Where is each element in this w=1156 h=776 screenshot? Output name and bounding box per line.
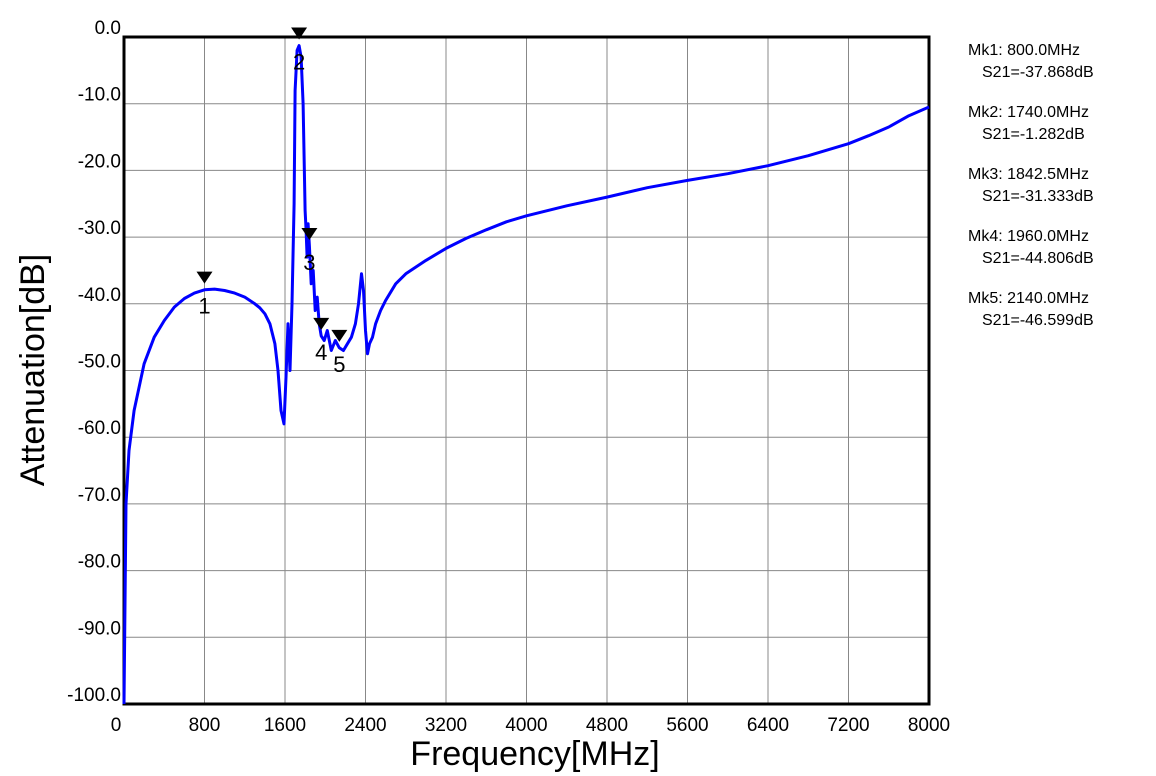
- marker-5-label: 5: [333, 352, 345, 377]
- legend-mk4-value: S21=-44.806dB: [982, 250, 1094, 267]
- y-axis-title: Attenuation[dB]: [14, 254, 52, 487]
- marker-3-label: 3: [303, 250, 315, 275]
- grid-lines: [124, 37, 929, 704]
- x-tick-label: 8000: [908, 715, 950, 736]
- y-tick-label: -50.0: [78, 352, 121, 373]
- x-tick-label: 5600: [666, 715, 708, 736]
- x-tick-label: 0: [111, 715, 122, 736]
- marker-1-label: 1: [198, 294, 210, 319]
- legend-entry-mk2: Mk2: 1740.0MHz S21=-1.282dB: [968, 102, 1094, 146]
- legend-mk2-value: S21=-1.282dB: [982, 126, 1085, 143]
- y-tick-label: -100.0: [67, 685, 121, 706]
- x-tick-labels: 0 800 1600 2400 3200 4000 4800 5600 6400 7200 8000: [111, 715, 950, 736]
- y-tick-label: -70.0: [78, 485, 121, 506]
- legend-entry-mk5: Mk5: 2140.0MHz S21=-46.599dB: [968, 288, 1094, 332]
- plot-frame: [122, 35, 931, 706]
- legend-mk1-frequency: Mk1: 800.0MHz: [968, 42, 1081, 59]
- marker-4-label: 4: [315, 340, 327, 365]
- y-tick-label: -20.0: [78, 151, 121, 172]
- series-layer: [122, 44, 930, 705]
- x-tick-label: 1600: [264, 715, 306, 736]
- y-tick-label: -40.0: [78, 285, 121, 306]
- series-line-1: [122, 44, 930, 705]
- marker-legend: Mk1: 800.0MHz S21=-37.868dB Mk2: 1740.0M…: [968, 40, 1094, 350]
- marker-3-triangle: [301, 227, 318, 240]
- x-tick-label: 4800: [586, 715, 628, 736]
- x-tick-label: 6400: [747, 715, 789, 736]
- y-tick-label: -30.0: [78, 218, 121, 239]
- y-tick-labels: 0.0 -10.0 -20.0 -30.0 -40.0 -50.0 -60.0 -70.0 -8…: [67, 18, 121, 706]
- legend-mk5-value: S21=-46.599dB: [982, 312, 1094, 329]
- marker-5-triangle: [331, 329, 348, 342]
- legend-mk3-value: S21=-31.333dB: [982, 188, 1094, 205]
- legend-mk1-value: S21=-37.868dB: [982, 64, 1094, 81]
- legend-mk5-frequency: Mk5: 2140.0MHz: [968, 290, 1089, 307]
- marker-2-label: 2: [293, 50, 305, 75]
- y-tick-label: 0.0: [95, 18, 121, 39]
- y-tick-label: -90.0: [78, 618, 121, 639]
- legend-mk2-frequency: Mk2: 1740.0MHz: [968, 104, 1089, 121]
- x-tick-label: 4000: [505, 715, 547, 736]
- x-tick-label: 800: [189, 715, 221, 736]
- y-tick-label: -80.0: [78, 552, 121, 573]
- marker-1-triangle: [196, 271, 213, 284]
- y-tick-label: -10.0: [78, 85, 121, 106]
- x-axis-title: Frequency[MHz]: [410, 735, 659, 773]
- legend-mk4-frequency: Mk4: 1960.0MHz: [968, 228, 1089, 245]
- legend-entry-mk3: Mk3: 1842.5MHz S21=-31.333dB: [968, 164, 1094, 208]
- legend-mk3-frequency: Mk3: 1842.5MHz: [968, 166, 1089, 183]
- x-tick-label: 2400: [344, 715, 386, 736]
- marker-2-triangle: [291, 27, 308, 40]
- marker-layer: 1 2 3 4 5: [196, 27, 348, 377]
- legend-entry-mk1: Mk1: 800.0MHz S21=-37.868dB: [968, 40, 1094, 84]
- x-tick-label: 7200: [827, 715, 869, 736]
- y-tick-label: -60.0: [78, 418, 121, 439]
- marker-4-triangle: [313, 317, 330, 330]
- legend-entry-mk4: Mk4: 1960.0MHz S21=-44.806dB: [968, 226, 1094, 270]
- x-tick-label: 3200: [425, 715, 467, 736]
